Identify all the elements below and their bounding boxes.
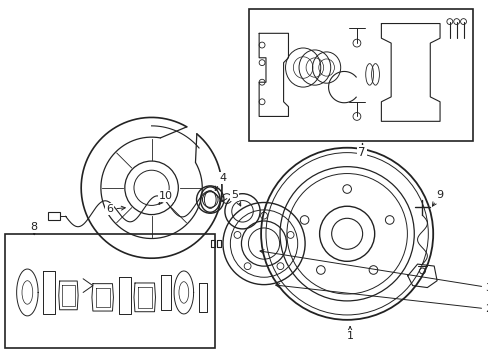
Bar (48, 212, 60, 220)
Text: 9: 9 (431, 190, 443, 206)
Text: 10: 10 (159, 191, 173, 204)
Text: 6: 6 (106, 204, 125, 214)
Bar (5, 234, 215, 348)
Text: 5: 5 (231, 190, 240, 206)
Bar (249, 9, 472, 141)
Text: 3: 3 (260, 250, 488, 293)
Text: 4: 4 (215, 173, 226, 190)
Text: 7: 7 (357, 146, 365, 159)
Text: 2: 2 (275, 284, 488, 314)
Text: 8: 8 (31, 222, 38, 235)
Text: 1: 1 (346, 327, 353, 342)
